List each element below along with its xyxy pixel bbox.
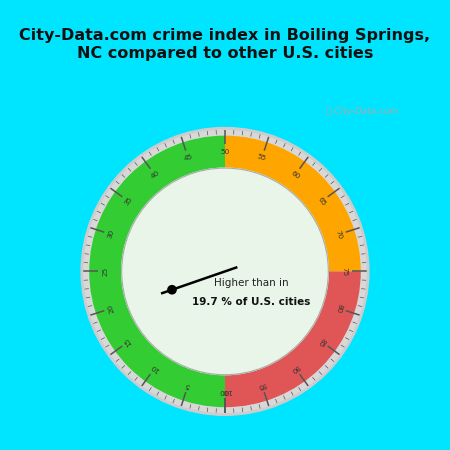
Text: City-Data.com crime index in Boiling Springs,
NC compared to other U.S. cities: City-Data.com crime index in Boiling Spr…	[19, 28, 431, 61]
Text: 45: 45	[183, 153, 194, 162]
Text: ⓘ City-Data.com: ⓘ City-Data.com	[326, 107, 398, 116]
Text: 55: 55	[256, 153, 267, 162]
Circle shape	[82, 128, 368, 414]
Text: 0: 0	[223, 388, 227, 394]
Text: 20: 20	[107, 303, 116, 314]
Text: 70: 70	[334, 229, 343, 240]
Wedge shape	[225, 135, 361, 271]
Text: 40: 40	[149, 170, 160, 180]
Text: 100: 100	[218, 388, 232, 394]
Text: 50: 50	[220, 149, 230, 155]
Text: Higher than in: Higher than in	[214, 278, 289, 288]
Circle shape	[122, 168, 328, 375]
Text: 85: 85	[317, 336, 327, 347]
Text: 15: 15	[123, 336, 133, 347]
Text: 5: 5	[185, 382, 191, 389]
Wedge shape	[89, 135, 225, 407]
Wedge shape	[82, 128, 368, 414]
Text: 80: 80	[334, 303, 343, 314]
Text: 10: 10	[149, 363, 160, 373]
Text: 19.7 % of U.S. cities: 19.7 % of U.S. cities	[193, 297, 311, 307]
Text: 75: 75	[342, 267, 347, 276]
Text: 90: 90	[290, 363, 301, 373]
Wedge shape	[225, 271, 361, 407]
Text: 65: 65	[317, 196, 327, 207]
Text: 25: 25	[103, 267, 108, 276]
Text: 95: 95	[256, 381, 267, 389]
Text: 35: 35	[123, 196, 133, 207]
Text: 30: 30	[107, 229, 116, 240]
Circle shape	[168, 286, 176, 294]
Text: 60: 60	[290, 170, 301, 180]
